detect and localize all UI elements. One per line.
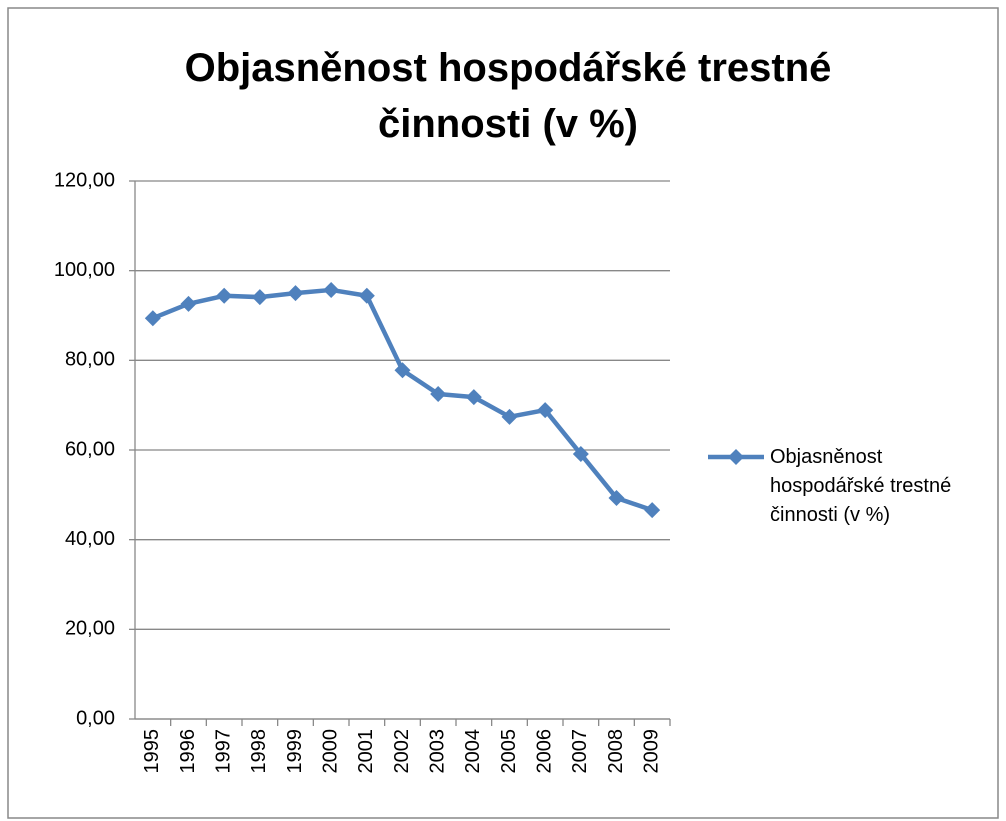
data-point — [608, 489, 625, 506]
data-point — [323, 281, 340, 298]
x-tick-label: 1995 — [141, 729, 163, 774]
data-point — [465, 389, 482, 406]
chart-border — [7, 7, 999, 819]
y-tick-label: 60,00 — [65, 438, 115, 460]
data-point — [180, 295, 197, 312]
x-tick-label: 1997 — [212, 729, 234, 774]
y-tick-label: 0,00 — [76, 707, 115, 729]
x-tick-label: 2008 — [605, 729, 627, 774]
x-tick-label: 2001 — [355, 729, 377, 774]
x-tick-label: 2006 — [533, 729, 555, 774]
x-tick-label: 2003 — [426, 729, 448, 774]
legend-marker — [728, 449, 744, 465]
data-point — [358, 287, 375, 304]
x-tick-label: 1998 — [248, 729, 270, 774]
x-tick-label: 1996 — [177, 729, 199, 774]
y-tick-label: 20,00 — [65, 618, 115, 640]
y-tick-label: 120,00 — [54, 169, 115, 191]
data-point — [144, 310, 161, 327]
data-point — [644, 502, 661, 519]
x-tick-label: 2004 — [462, 729, 484, 774]
data-point — [572, 446, 589, 463]
x-tick-label: 2007 — [569, 729, 591, 774]
data-point — [537, 402, 554, 419]
data-point — [251, 289, 268, 306]
series-line — [151, 287, 653, 513]
data-point — [287, 285, 304, 302]
data-point — [430, 385, 447, 402]
y-tick-label: 100,00 — [54, 259, 115, 281]
data-point — [394, 362, 411, 379]
legend-label: Objasněnost hospodářské trestné činnosti… — [770, 446, 952, 526]
x-tick-label: 2000 — [319, 729, 341, 774]
data-point — [501, 408, 518, 425]
chart-title: Objasněnost hospodářské trestné činnosti… — [184, 46, 832, 146]
x-tick-label: 2005 — [498, 729, 520, 774]
x-tick-label: 2002 — [391, 729, 413, 774]
x-tick-label: 1999 — [284, 729, 306, 774]
y-tick-label: 40,00 — [65, 528, 115, 550]
x-tick-label: 2009 — [640, 729, 662, 774]
data-point — [216, 287, 233, 304]
y-tick-label: 80,00 — [65, 349, 115, 371]
